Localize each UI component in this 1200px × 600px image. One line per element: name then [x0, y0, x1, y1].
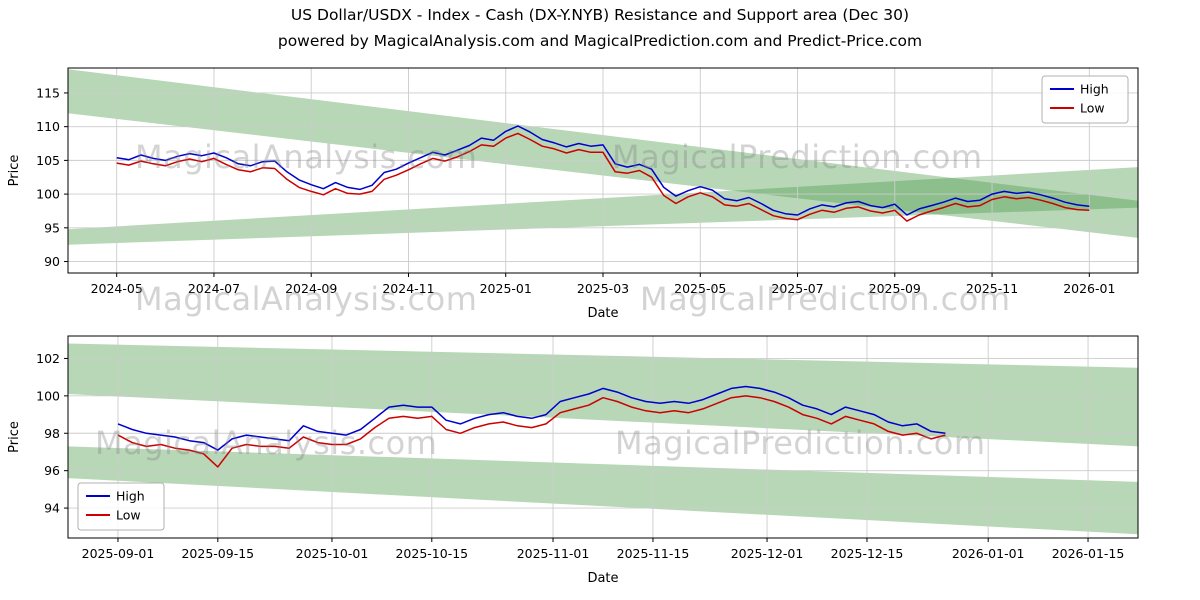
x-tick-label: 2025-12-15: [831, 546, 904, 561]
y-tick-label: 98: [44, 426, 60, 441]
legend-label-low: Low: [1080, 101, 1105, 116]
x-axis-label: Date: [587, 571, 618, 586]
y-tick-label: 94: [44, 501, 60, 516]
band-1: [68, 446, 1138, 535]
chart-subtitle: powered by MagicalAnalysis.com and Magic…: [277, 32, 923, 50]
x-tick-label: 2025-05: [674, 281, 726, 296]
x-tick-label: 2025-11-01: [517, 546, 590, 561]
x-tick-label: 2025-01: [480, 281, 532, 296]
y-axis-label: Price: [7, 421, 22, 453]
x-tick-label: 2026-01-01: [952, 546, 1025, 561]
y-tick-label: 100: [36, 388, 60, 403]
x-tick-label: 2025-09: [869, 281, 921, 296]
x-tick-label: 2025-09-01: [82, 546, 155, 561]
x-tick-label: 2024-11: [382, 281, 434, 296]
price-chart-bottom: 94 96 98 100 102 2025-09-01 2025-09-15 2025-10-…: [7, 335, 1139, 586]
x-tick-label: 2025-09-15: [181, 546, 254, 561]
y-tick-label: 90: [44, 254, 60, 269]
x-tick-label: 2026-01-15: [1052, 546, 1125, 561]
chart-title: US Dollar/USDX - Index - Cash (DX-Y.NYB)…: [290, 6, 910, 24]
x-tick-label: 2025-11: [966, 281, 1018, 296]
y-tick-label: 105: [36, 153, 60, 168]
y-axis-label: Price: [7, 155, 22, 187]
legend-box: [1041, 75, 1129, 124]
price-chart-top: 90 95 100 105 110 115 2024-05 2024-07 2024-09 202…: [7, 67, 1139, 321]
series-low-line: [116, 132, 1090, 222]
y-tick-label: 100: [36, 187, 60, 202]
plot-frame: [67, 335, 1139, 539]
x-tick-label: 2025-12-01: [731, 546, 804, 561]
y-tick-label: 115: [36, 85, 60, 100]
y-tick-label: 96: [44, 463, 60, 478]
legend-label-high: High: [116, 489, 145, 504]
x-tick-label: 2024-05: [91, 281, 143, 296]
x-tick-label: 2026-01: [1063, 281, 1115, 296]
x-tick-label: 2025-10-01: [296, 546, 369, 561]
y-tick-label: 110: [36, 119, 60, 134]
x-tick-label: 2024-09: [285, 281, 337, 296]
x-tick-label: 2025-11-15: [617, 546, 690, 561]
series-high-line: [116, 125, 1090, 216]
x-tick-label: 2024-07: [188, 281, 240, 296]
legend-label-high: High: [1080, 82, 1109, 97]
legend-label-low: Low: [116, 508, 141, 523]
y-tick-label: 102: [36, 351, 60, 366]
x-tick-label: 2025-10-15: [395, 546, 468, 561]
band-0: [68, 343, 1138, 447]
x-tick-label: 2025-03: [577, 281, 629, 296]
x-axis-label: Date: [587, 306, 618, 321]
series-low-line: [117, 395, 946, 468]
series-high-line: [117, 385, 946, 451]
legend-box: [77, 482, 165, 531]
x-tick-label: 2025-07: [771, 281, 823, 296]
y-tick-label: 95: [44, 220, 60, 235]
